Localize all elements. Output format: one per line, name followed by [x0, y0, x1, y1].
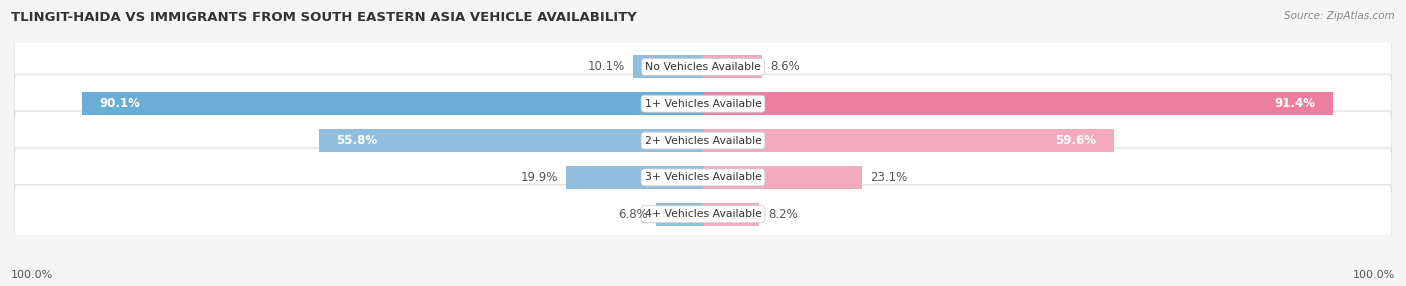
Text: 8.2%: 8.2% — [768, 208, 797, 221]
Bar — [319, 129, 703, 152]
Text: No Vehicles Available: No Vehicles Available — [645, 62, 761, 72]
Text: 3+ Vehicles Available: 3+ Vehicles Available — [644, 172, 762, 182]
Text: 19.9%: 19.9% — [520, 171, 558, 184]
Text: 1+ Vehicles Available: 1+ Vehicles Available — [644, 99, 762, 109]
Text: 59.6%: 59.6% — [1056, 134, 1097, 147]
Text: 91.4%: 91.4% — [1274, 97, 1316, 110]
Text: 23.1%: 23.1% — [870, 171, 908, 184]
Bar — [634, 55, 703, 78]
Text: 100.0%: 100.0% — [11, 270, 53, 280]
Text: 4+ Vehicles Available: 4+ Vehicles Available — [644, 209, 762, 219]
FancyBboxPatch shape — [14, 185, 1392, 244]
FancyBboxPatch shape — [14, 37, 1392, 96]
Text: 2+ Vehicles Available: 2+ Vehicles Available — [644, 136, 762, 146]
Text: 10.1%: 10.1% — [588, 60, 626, 73]
Text: 8.6%: 8.6% — [770, 60, 800, 73]
FancyBboxPatch shape — [14, 74, 1392, 133]
Text: 90.1%: 90.1% — [100, 97, 141, 110]
Bar — [703, 203, 759, 226]
FancyBboxPatch shape — [14, 148, 1392, 207]
Text: 6.8%: 6.8% — [619, 208, 648, 221]
Text: TLINGIT-HAIDA VS IMMIGRANTS FROM SOUTH EASTERN ASIA VEHICLE AVAILABILITY: TLINGIT-HAIDA VS IMMIGRANTS FROM SOUTH E… — [11, 11, 637, 24]
Bar — [83, 92, 703, 115]
Bar — [565, 166, 703, 189]
Bar — [703, 92, 1333, 115]
Bar — [703, 129, 1114, 152]
Text: 55.8%: 55.8% — [336, 134, 377, 147]
Bar — [703, 166, 862, 189]
Bar — [657, 203, 703, 226]
Text: Source: ZipAtlas.com: Source: ZipAtlas.com — [1284, 11, 1395, 21]
Text: 100.0%: 100.0% — [1353, 270, 1395, 280]
FancyBboxPatch shape — [14, 111, 1392, 170]
Bar — [703, 55, 762, 78]
